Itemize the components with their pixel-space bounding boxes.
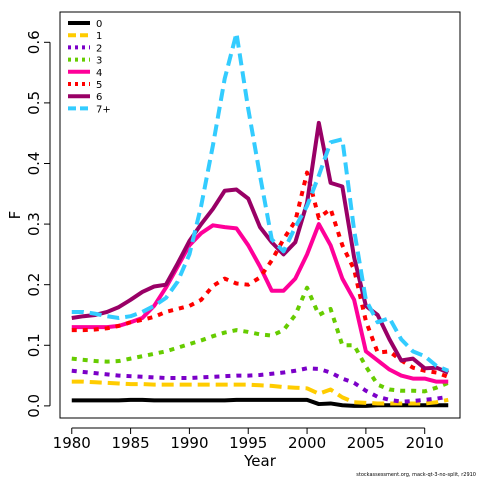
y-tick-label: 0.0 [25,394,43,418]
legend-label: 7+ [96,104,111,115]
series-layer [71,31,450,408]
legend-label: 2 [96,43,102,54]
y-tick-label: 0.3 [25,212,43,236]
y-tick-label: 0.5 [25,91,43,115]
series-line-2 [71,366,449,404]
legend-label: 3 [96,56,102,67]
y-axis-title: F [6,211,24,220]
x-tick-label: 2000 [288,434,326,452]
series-line-0 [71,397,449,408]
series-line-4 [71,222,449,384]
x-axis-title: Year [243,452,277,470]
x-tick-label: 1995 [229,434,267,452]
y-tick-label: 0.4 [25,152,43,176]
series-line-5 [71,170,449,379]
legend-label: 0 [96,19,102,30]
x-tick-label: 1980 [53,434,91,452]
y-tick-label: 0.6 [25,30,43,54]
x-tick-label: 1990 [170,434,208,452]
x-tick-label: 2010 [406,434,444,452]
legend-label: 4 [96,68,102,79]
axes: 1980 1985 1990 1995 2000 2005 2010 0.0 0.1 0.2 0.3… [6,11,461,470]
plot-frame [59,11,461,419]
x-tick-label: 2005 [347,434,385,452]
series-line-7+ [71,31,450,373]
y-tick-label: 0.2 [25,273,43,297]
series-line-6 [71,120,450,375]
x-tick-label: 1985 [111,434,149,452]
legend-label: 1 [96,31,102,42]
legend-label: 5 [96,80,102,91]
series-line-1 [71,379,449,406]
footer-credit: stockassessment.org, mack-qt-3-no-split,… [356,472,476,478]
legend-label: 6 [96,92,102,103]
y-tick-label: 0.1 [25,333,43,357]
